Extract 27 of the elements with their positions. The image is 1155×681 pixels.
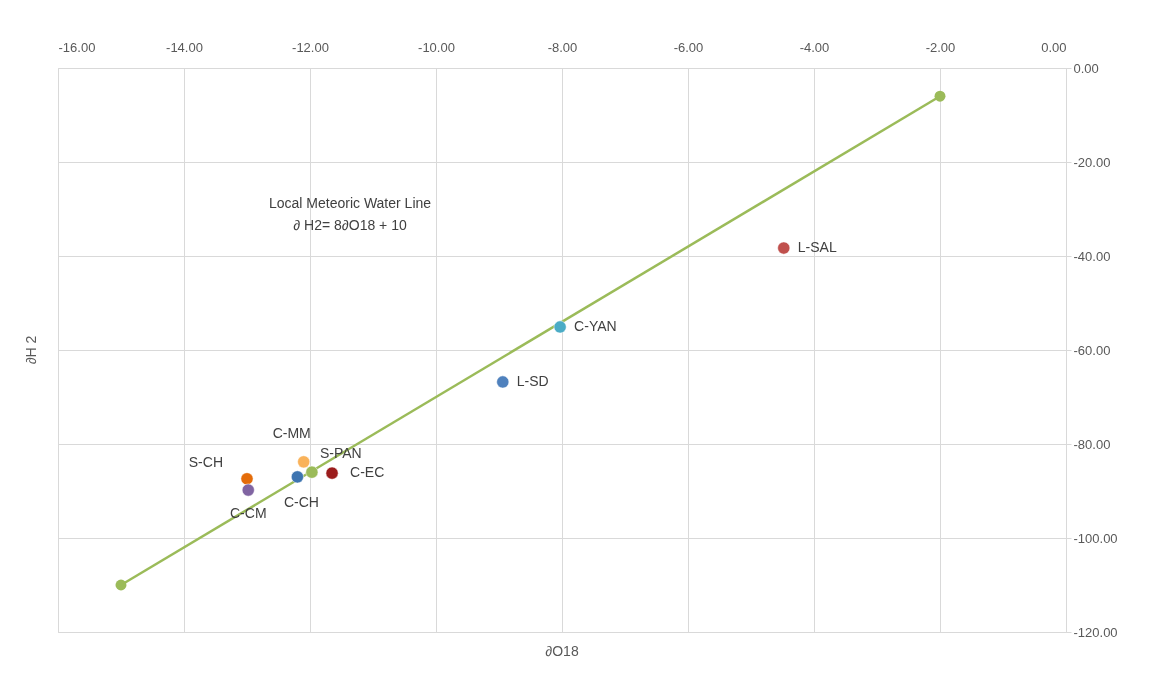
x-tick-label: -16.00 <box>58 39 96 55</box>
x-tick-label: -12.00 <box>292 39 329 55</box>
series-label: C-CH <box>283 493 319 510</box>
x-tick-label: -6.00 <box>673 39 704 55</box>
series-label: S-CH <box>188 453 223 470</box>
y-tick-label: -80.00 <box>1073 436 1111 452</box>
x-tick-label: -8.00 <box>547 39 578 55</box>
series-label: C-YAN <box>574 317 617 334</box>
x-axis-title: ∂O18 <box>545 643 579 659</box>
y-tick-label: -100.00 <box>1073 530 1118 546</box>
x-tick-label: -4.00 <box>799 39 830 55</box>
series-label: C-EC <box>350 464 385 481</box>
x-tick-label: -14.00 <box>166 39 203 55</box>
series-label: L-SD <box>516 372 549 389</box>
series-label: C-MM <box>272 424 311 441</box>
x-tick-label: -2.00 <box>925 39 956 55</box>
y-tick-label: -120.00 <box>1073 624 1118 640</box>
x-tick-label: 0.00 <box>1041 39 1067 55</box>
y-axis-title: ∂H 2 <box>23 335 39 365</box>
annotation: Local Meteoric Water Line <box>268 195 432 211</box>
y-tick-label: -20.00 <box>1073 154 1111 170</box>
y-tick-label: -60.00 <box>1073 342 1111 358</box>
annotation: ∂ H2= 8∂O18 + 10 <box>293 217 407 233</box>
y-tick-label: 0.00 <box>1073 60 1099 76</box>
x-tick-label: -10.00 <box>418 39 455 55</box>
y-tick-label: -40.00 <box>1073 248 1111 264</box>
series-label: L-SAL <box>797 239 837 256</box>
